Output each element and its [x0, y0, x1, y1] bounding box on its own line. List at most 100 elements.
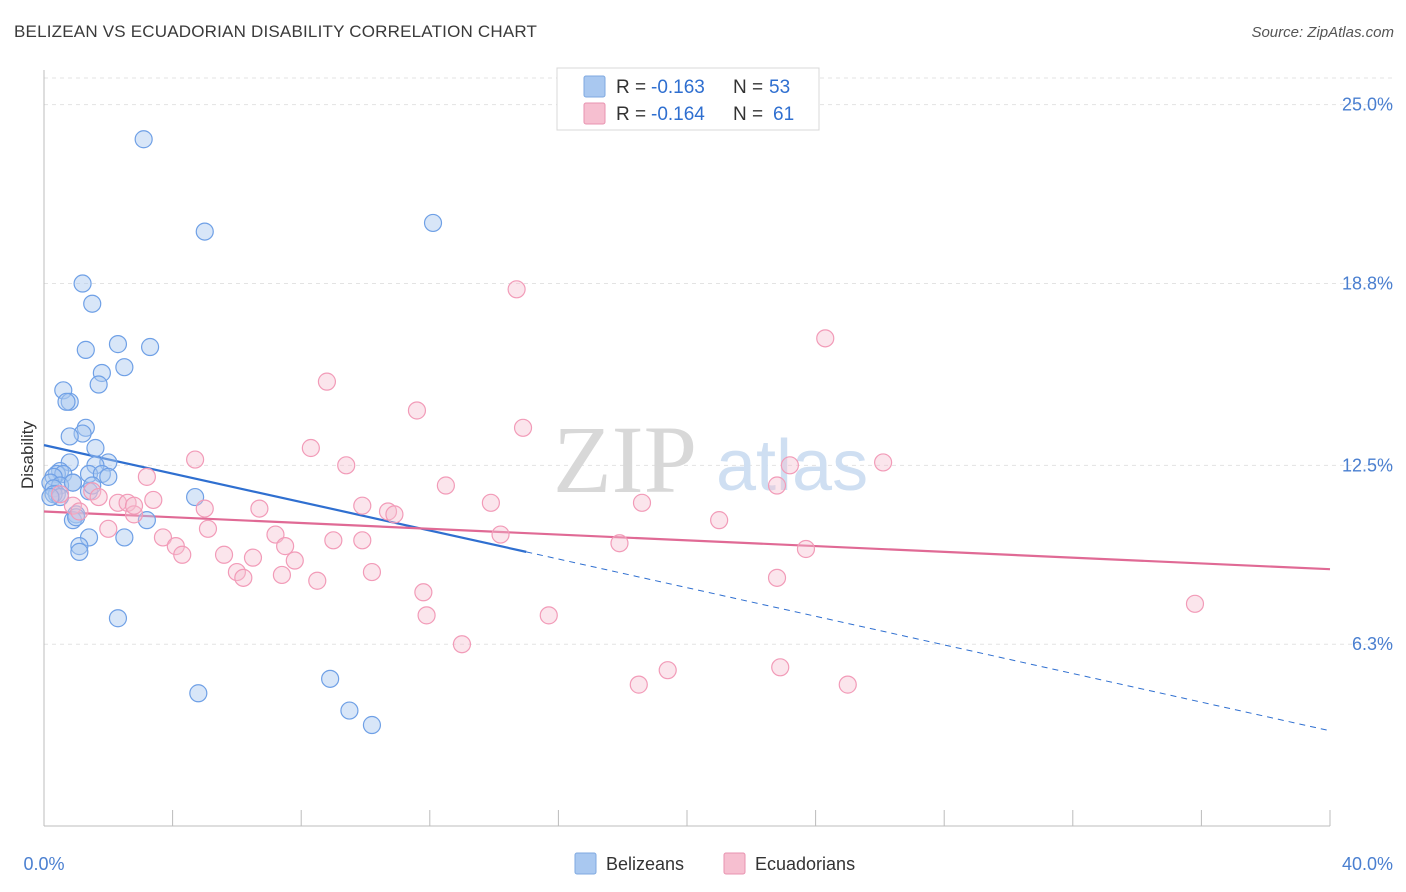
point-ecuadorians: [767, 476, 787, 495]
point-ecuadorians: [285, 551, 304, 570]
point-ecuadorians: [710, 511, 729, 530]
legend-r-value: -0.164: [651, 104, 705, 125]
watermark-atlas: atlas: [716, 426, 868, 506]
point-ecuadorians: [816, 329, 835, 348]
point-ecuadorians: [658, 661, 677, 680]
point-belizeans: [86, 438, 105, 458]
legend-swatch-ecuadorians: [723, 852, 746, 875]
point-ecuadorians: [780, 456, 799, 475]
legend-swatch-belizeans: [583, 75, 606, 98]
y-tick-label: 6.3%: [1352, 634, 1393, 654]
point-ecuadorians: [491, 525, 510, 544]
point-belizeans: [67, 508, 86, 527]
point-ecuadorians: [632, 493, 652, 512]
point-ecuadorians: [153, 528, 173, 547]
point-belizeans: [423, 213, 443, 233]
y-tick-label: 25.0%: [1342, 95, 1393, 115]
point-belizeans: [70, 537, 89, 556]
point-belizeans: [321, 669, 340, 688]
trend-line-belizeans: [43, 444, 527, 553]
point-ecuadorians: [767, 568, 787, 587]
point-belizeans: [89, 375, 108, 394]
legend-label-ecuadorians: Ecuadorians: [755, 854, 855, 874]
point-ecuadorians: [186, 450, 205, 469]
point-belizeans: [140, 337, 160, 357]
axes: [43, 70, 1331, 827]
x-tick-label: 0.0%: [23, 854, 64, 874]
point-ecuadorians: [629, 675, 648, 694]
point-ecuadorians: [214, 545, 234, 564]
point-ecuadorians: [838, 675, 857, 694]
point-belizeans: [99, 467, 118, 486]
point-ecuadorians: [610, 534, 629, 553]
point-ecuadorians: [50, 485, 70, 504]
legend-n-label: N =: [733, 104, 763, 125]
point-belizeans: [92, 363, 111, 383]
point-belizeans: [108, 609, 128, 628]
point-ecuadorians: [272, 565, 292, 585]
legend-n-value: 53: [769, 77, 790, 98]
x-tick-label: 40.0%: [1342, 854, 1393, 874]
point-ecuadorians: [324, 531, 343, 550]
point-ecuadorians: [276, 537, 295, 556]
legend-row-ecuadorians: R = -0.164 N = 61: [583, 102, 794, 125]
data-points: [41, 130, 1205, 735]
legend-r-label: R =: [616, 77, 646, 98]
point-ecuadorians: [353, 531, 372, 550]
point-ecuadorians: [250, 499, 269, 518]
point-ecuadorians: [195, 499, 214, 518]
legend-top: R = -0.163 N = 53 R = -0.164 N = 61: [556, 67, 820, 131]
point-belizeans: [63, 473, 83, 492]
legend-r-value: -0.163: [651, 77, 705, 98]
point-ecuadorians: [317, 372, 337, 391]
point-belizeans: [115, 528, 134, 547]
y-tick-label: 12.5%: [1342, 455, 1393, 475]
point-belizeans: [362, 715, 382, 735]
point-ecuadorians: [308, 571, 327, 590]
point-belizeans: [115, 358, 134, 377]
point-belizeans: [57, 392, 76, 411]
point-ecuadorians: [539, 606, 558, 625]
point-ecuadorians: [243, 548, 263, 567]
legend-bottom: Belizeans Ecuadorians: [574, 852, 855, 875]
legend-row-belizeans: R = -0.163 N = 53: [583, 75, 790, 98]
point-ecuadorians: [1185, 594, 1205, 613]
point-belizeans: [189, 684, 208, 703]
point-ecuadorians: [362, 562, 382, 582]
point-ecuadorians: [124, 496, 144, 515]
point-ecuadorians: [513, 418, 533, 437]
point-belizeans: [73, 274, 92, 293]
chart-title: BELIZEAN VS ECUADORIAN DISABILITY CORREL…: [14, 22, 538, 41]
legend-swatch-ecuadorians: [583, 102, 606, 125]
point-ecuadorians: [771, 658, 790, 677]
point-belizeans: [340, 701, 359, 720]
watermark: ZIP atlas: [553, 406, 868, 513]
point-belizeans: [83, 294, 102, 313]
legend-label-belizeans: Belizeans: [606, 854, 684, 874]
point-ecuadorians: [70, 502, 89, 521]
point-ecuadorians: [407, 401, 427, 420]
point-ecuadorians: [507, 280, 526, 299]
trend-line-ecuadorians: [43, 510, 1331, 571]
point-ecuadorians: [353, 496, 372, 515]
point-ecuadorians: [874, 453, 893, 472]
legend-n-value: 61: [773, 104, 794, 125]
y-axis-title: Disability: [18, 420, 37, 489]
y-tick-labels: 25.0% 18.8% 12.5% 6.3%: [1342, 95, 1393, 655]
point-ecuadorians: [99, 519, 118, 538]
point-ecuadorians: [385, 505, 404, 524]
point-belizeans: [76, 340, 95, 359]
point-ecuadorians: [414, 583, 433, 602]
point-ecuadorians: [234, 568, 253, 587]
point-belizeans: [54, 381, 73, 400]
trend-line-belizeans-extension: [526, 551, 1331, 732]
watermark-zip: ZIP: [553, 406, 697, 513]
legend-n-label: N =: [733, 77, 763, 98]
legend-r-label: R =: [616, 104, 646, 125]
point-ecuadorians: [301, 438, 320, 458]
point-ecuadorians: [436, 476, 455, 495]
y-tick-label: 18.8%: [1342, 274, 1393, 294]
point-belizeans: [134, 130, 153, 149]
point-ecuadorians: [137, 467, 156, 486]
